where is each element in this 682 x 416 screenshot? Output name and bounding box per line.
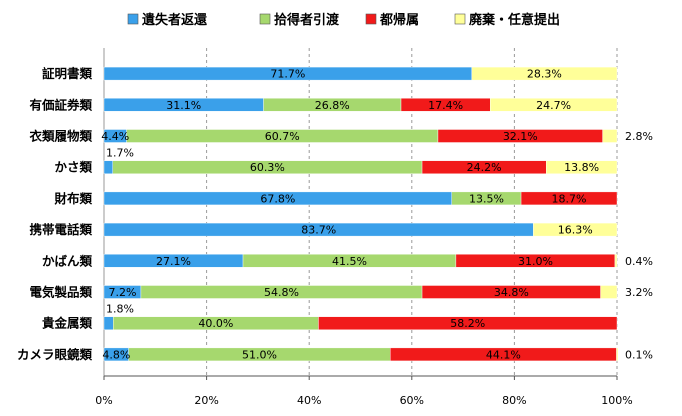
legend: 遺失者返還 拾得者引渡 都帰属 廃棄・任意提出 [127, 12, 560, 28]
x-tick-label: 0% [95, 394, 112, 407]
data-label: 83.7% [301, 224, 336, 237]
bars [103, 66, 619, 362]
legend-swatch [454, 13, 466, 25]
data-label: 71.7% [270, 68, 305, 81]
data-label: 7.2% [108, 286, 136, 299]
bar-segment [103, 316, 114, 330]
data-label: 3.2% [625, 286, 653, 299]
data-label: 32.1% [503, 130, 538, 143]
data-label: 1.8% [106, 303, 134, 316]
data-label: 60.3% [250, 161, 285, 174]
data-label: 26.8% [315, 99, 350, 112]
category-label: カメラ眼鏡類 [17, 347, 93, 362]
category-label: 貴金属類 [42, 316, 93, 331]
category-label: かばん類 [42, 253, 93, 268]
legend-label: 遺失者返還 [141, 12, 208, 28]
data-label: 24.7% [536, 99, 571, 112]
data-label: 17.4% [428, 99, 463, 112]
legend-swatch [259, 13, 271, 25]
legend-label: 廃棄・任意提出 [468, 12, 560, 28]
data-labels: 71.7% 28.3% 31.1% 26.8% 17.4% 24.7% 4.4% 60.7% 3… [101, 68, 653, 362]
category-label: 証明書類 [42, 66, 93, 81]
x-tick-label: 60% [400, 394, 424, 407]
category-label: 有価証券類 [29, 97, 92, 112]
data-label: 13.5% [469, 192, 504, 205]
value-axis: 0% 20% 40% 60% 80% 100% [95, 375, 633, 407]
data-label: 18.7% [552, 192, 587, 205]
bar-segment [318, 316, 618, 330]
data-label: 60.7% [265, 130, 300, 143]
data-label: 4.4% [101, 130, 129, 143]
legend-swatch [365, 13, 377, 25]
data-label: 31.0% [518, 255, 553, 268]
data-label: 51.0% [242, 348, 277, 361]
bar-segment [546, 160, 618, 174]
data-label: 58.2% [450, 317, 485, 330]
category-label: 財布類 [53, 191, 92, 206]
data-label: 1.7% [106, 147, 134, 160]
data-label: 31.1% [166, 99, 201, 112]
data-label: 44.1% [486, 348, 521, 361]
data-label: 54.8% [264, 286, 299, 299]
bar-segment [600, 285, 618, 299]
bar-segment [520, 191, 618, 206]
category-label: 衣類履物類 [29, 129, 92, 144]
data-label: 0.4% [625, 255, 653, 268]
data-label: 34.8% [494, 286, 529, 299]
bar-segment [533, 222, 618, 237]
data-label: 2.8% [625, 130, 653, 143]
x-tick-label: 40% [297, 394, 321, 407]
bar-segment [490, 98, 618, 112]
legend-label: 都帰属 [379, 12, 419, 28]
x-tick-label: 20% [194, 394, 218, 407]
data-label: 40.0% [198, 317, 233, 330]
data-label: 67.8% [260, 192, 295, 205]
data-label: 24.2% [467, 161, 502, 174]
legend-label: 拾得者引渡 [274, 12, 340, 28]
data-label: 41.5% [332, 255, 367, 268]
legend-swatch [127, 13, 139, 25]
data-label: 16.3% [558, 224, 593, 237]
category-label: 携帯電話類 [29, 222, 92, 237]
data-label: 0.1% [625, 348, 653, 361]
data-label: 4.8% [102, 348, 130, 361]
bar-segment [616, 347, 619, 362]
bar-segment [602, 129, 618, 143]
bar-segment [471, 66, 618, 81]
bar-segment [103, 160, 113, 174]
bar-segment [614, 254, 618, 268]
category-label: かさ類 [54, 160, 92, 175]
x-tick-label: 100% [601, 394, 632, 407]
category-label: 電気製品類 [29, 285, 92, 300]
x-tick-label: 80% [502, 394, 526, 407]
data-label: 13.8% [564, 161, 599, 174]
category-axis: 証明書類有価証券類衣類履物類かさ類財布類携帯電話類かばん類電気製品類貴金属類カメ… [17, 66, 93, 362]
data-label: 28.3% [527, 68, 562, 81]
data-label: 27.1% [156, 255, 191, 268]
